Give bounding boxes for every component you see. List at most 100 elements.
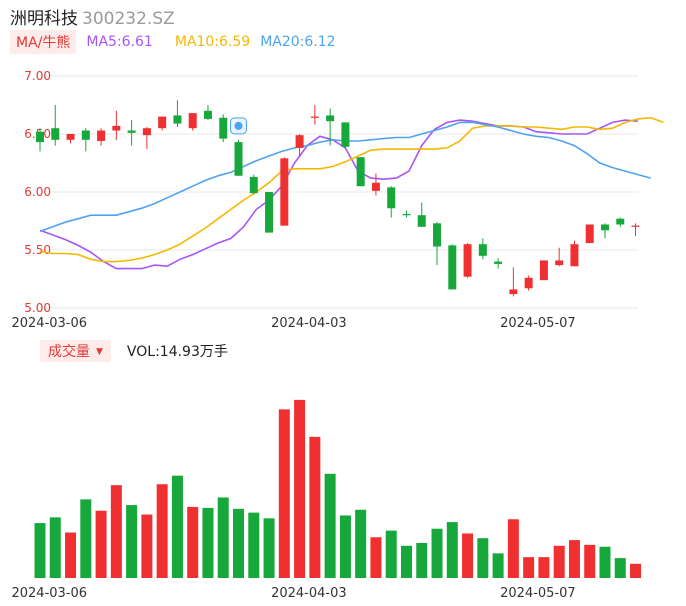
volume-bar <box>294 399 306 578</box>
candle-body <box>173 115 182 124</box>
volume-bar <box>278 409 290 578</box>
candle-body <box>142 128 151 136</box>
ma10-legend: MA10:6.59 <box>174 34 251 50</box>
ma10-line <box>39 116 664 263</box>
event-marker-dot <box>234 121 243 130</box>
candle-body <box>555 260 564 266</box>
candle-body <box>310 116 319 118</box>
volume-bar <box>446 522 458 578</box>
volume-toggle-button[interactable]: 成交量 ▼ <box>40 340 111 362</box>
candle-body <box>402 214 411 216</box>
candle-body <box>478 244 487 256</box>
x-tick-label: 2024-04-03 <box>271 316 347 331</box>
volume-bar <box>80 499 92 578</box>
ma20-legend: MA20:6.12 <box>260 34 336 50</box>
volume-bar <box>217 497 229 578</box>
volume-bar <box>309 436 321 578</box>
ma-toggle-button[interactable]: MA/牛熊 <box>10 30 77 54</box>
candle-body <box>448 245 457 290</box>
candle-body <box>387 187 396 209</box>
volume-bar <box>34 523 46 578</box>
volume-bar <box>614 558 626 578</box>
x-tick-label: 2024-04-03 <box>271 586 347 601</box>
volume-bar <box>95 510 107 578</box>
candle-body <box>326 115 335 122</box>
x-tick-label: 2024-05-07 <box>500 586 576 601</box>
ma-legend: MA/牛熊 MA5:6.61 MA10:6.59 MA20:6.12 <box>10 30 336 54</box>
candle-body <box>524 277 533 289</box>
candle-body <box>295 135 304 148</box>
candle-body <box>585 224 594 244</box>
candle-body <box>356 157 365 187</box>
y-tick-label: 5.50 <box>24 243 51 257</box>
x-tick-label: 2024-03-06 <box>11 586 87 601</box>
volume-bar <box>599 546 611 578</box>
candle-body <box>127 130 136 133</box>
candle-body <box>66 134 75 140</box>
volume-bar <box>416 542 428 578</box>
candle-body <box>249 176 258 194</box>
volume-bar <box>355 509 367 578</box>
candle-body <box>203 110 212 119</box>
volume-bar <box>141 514 153 578</box>
volume-bar <box>431 528 443 578</box>
volume-bar <box>324 473 336 578</box>
volume-bar <box>233 508 245 578</box>
volume-bar <box>400 545 412 578</box>
candle-body <box>81 130 90 140</box>
y-tick-label: 6.00 <box>24 185 51 199</box>
volume-bar <box>553 545 565 578</box>
volume-bar <box>523 557 535 578</box>
candle-body <box>36 131 44 143</box>
candle-body <box>509 289 518 295</box>
volume-legend: 成交量 ▼ VOL:14.93万手 <box>40 340 228 362</box>
y-tick-label: 5.00 <box>24 301 51 315</box>
volume-toggle-label: 成交量 <box>48 344 90 360</box>
candle-body <box>616 218 625 225</box>
volume-bar <box>126 505 138 578</box>
volume-bar <box>156 484 168 578</box>
volume-bar <box>538 557 550 578</box>
candle-body <box>280 158 289 226</box>
ma5-legend: MA5:6.61 <box>86 34 153 50</box>
candle-body <box>158 116 167 129</box>
candle-body <box>51 128 60 140</box>
candle-body <box>417 215 426 227</box>
candle-body <box>570 244 579 267</box>
volume-bar <box>507 519 519 578</box>
stock-code: 300232.SZ <box>82 9 175 29</box>
candle-body <box>341 122 350 147</box>
candle-body <box>600 224 609 231</box>
volume-bar <box>339 515 351 578</box>
volume-value: VOL:14.93万手 <box>126 344 228 360</box>
volume-bar <box>630 563 642 578</box>
volume-bar <box>248 512 260 578</box>
volume-bar <box>202 507 214 578</box>
volume-bar <box>385 530 397 578</box>
candle-body <box>539 260 548 281</box>
volume-bar <box>370 537 382 578</box>
volume-bar <box>171 475 183 578</box>
x-tick-label: 2024-03-06 <box>11 316 87 331</box>
volume-bar <box>492 553 504 578</box>
volume-bar <box>187 506 199 578</box>
candle-body <box>97 130 106 141</box>
ma5-line <box>39 119 639 270</box>
candle-body <box>463 244 472 277</box>
candle-body <box>234 142 243 176</box>
volume-bar <box>49 517 61 578</box>
candle-body <box>631 225 640 227</box>
volume-bar <box>568 540 580 578</box>
caret-down-icon: ▼ <box>96 347 103 357</box>
candle-body <box>112 125 121 131</box>
candle-body <box>219 117 228 139</box>
stock-name: 洲明科技 <box>10 9 78 29</box>
candle-body <box>433 223 442 247</box>
volume-bar <box>65 532 77 578</box>
candle-body <box>265 192 274 233</box>
candle-body <box>371 182 380 191</box>
candle-body <box>494 261 503 264</box>
candle-body <box>188 113 197 129</box>
volume-bar <box>477 538 489 578</box>
